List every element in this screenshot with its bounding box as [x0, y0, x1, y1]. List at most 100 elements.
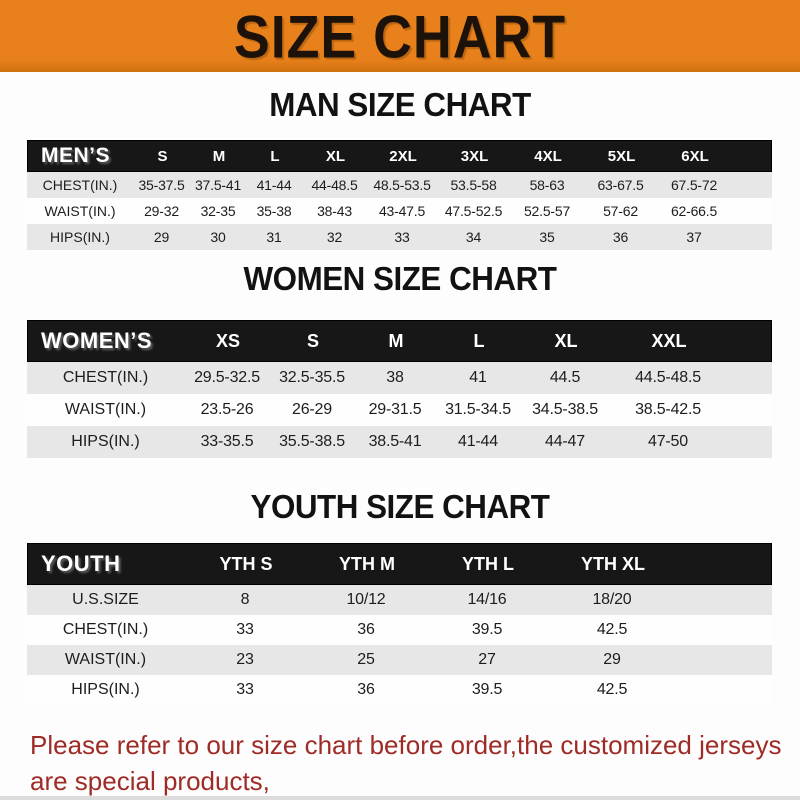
size-value-cell: 36 — [357, 621, 375, 638]
table-row: WAIST(IN.) 23 25 27 29 — [27, 645, 772, 675]
column-header: S — [306, 330, 319, 351]
size-value-cell: 44-48.5 — [311, 177, 358, 193]
banner: SIZE CHART — [0, 0, 800, 72]
column-header: YTH M — [339, 553, 395, 574]
table-header-row: MEN’S S M L XL 2XL 3XL 4XL 5XL 6XL — [27, 140, 772, 172]
size-value-cell: 41-44 — [458, 433, 498, 450]
size-value-cell: 47-50 — [648, 433, 688, 450]
row-label: WAIST(IN.) — [64, 401, 147, 418]
size-value-cell: 37.5-41 — [194, 177, 242, 193]
size-value-cell: 43-47.5 — [378, 203, 426, 219]
size-value-cell: 31 — [266, 229, 282, 245]
table-row: WAIST(IN.) 29-32 32-35 35-38 38-43 43-47.5 47.… — [27, 198, 772, 224]
size-value-cell: 47.5-52.5 — [444, 203, 503, 219]
size-value-cell: 35-38 — [256, 203, 292, 219]
table-row: CHEST(IN.) 35-37.5 37.5-41 41-44 44-48.5 48.5… — [27, 172, 772, 198]
size-value-cell: 29 — [603, 651, 621, 668]
size-value-cell: 29.5-32.5 — [194, 369, 260, 386]
size-value-cell: 36 — [357, 681, 375, 698]
row-label: HIPS(IN.) — [71, 681, 140, 698]
size-value-cell: 38-43 — [317, 203, 352, 219]
table-header-row: WOMEN’S XS S M L XL XXL — [27, 320, 772, 362]
table-row: HIPS(IN.) 33 36 39.5 42.5 — [27, 675, 772, 705]
order-note: Please refer to our size chart before or… — [30, 727, 784, 800]
size-value-cell: 29-32 — [144, 203, 179, 219]
column-header: L — [473, 330, 485, 351]
table-row: CHEST(IN.) 29.5-32.5 32.5-35.5 38 41 44.5 44.5… — [27, 362, 772, 394]
column-header: 5XL — [607, 147, 636, 165]
size-value-cell: 52.5-57 — [523, 203, 571, 219]
column-header: XL — [554, 330, 578, 351]
row-label: U.S.SIZE — [72, 591, 139, 608]
size-value-cell: 44.5-48.5 — [635, 369, 701, 386]
size-value-cell: 18/20 — [592, 591, 632, 608]
banner-title: SIZE CHART — [233, 1, 567, 71]
size-value-cell: 57-62 — [603, 203, 638, 219]
size-value-cell: 33 — [394, 229, 410, 245]
size-value-cell: 35-37.5 — [138, 177, 185, 193]
size-value-cell: 33 — [236, 681, 254, 698]
size-value-cell: 39.5 — [471, 621, 503, 638]
size-value-cell: 44-47 — [545, 433, 585, 450]
size-value-cell: 41 — [469, 369, 487, 386]
order-note-line-1: Please refer to our size chart before or… — [30, 730, 782, 796]
size-value-cell: 23 — [236, 651, 254, 668]
size-value-cell: 14/16 — [467, 591, 507, 608]
row-label: CHEST(IN.) — [42, 177, 118, 193]
column-header: XXL — [651, 330, 687, 351]
size-value-cell: 33 — [236, 621, 254, 638]
size-value-cell: 53.5-58 — [450, 177, 497, 193]
table-header-label: MEN’S — [41, 144, 111, 167]
column-header: 3XL — [460, 147, 489, 165]
table-row: HIPS(IN.) 33-35.5 35.5-38.5 38.5-41 41-44 44-… — [27, 426, 772, 458]
women-section-heading: WOMEN SIZE CHART — [243, 260, 557, 297]
size-value-cell: 62-66.5 — [670, 203, 718, 219]
column-header: M — [388, 330, 404, 351]
column-header: L — [270, 147, 280, 165]
table-header-label: YOUTH — [41, 551, 121, 576]
row-label: WAIST(IN.) — [44, 203, 116, 219]
column-header: 2XL — [389, 147, 417, 165]
column-header: YTH XL — [580, 553, 645, 574]
row-label: WAIST(IN.) — [64, 651, 147, 668]
size-value-cell: 44.5 — [549, 369, 581, 386]
size-value-cell: 42.5 — [596, 681, 628, 698]
men-size-table: MEN’S S M L XL 2XL 3XL 4XL 5XL 6XL CHEST(IN.) 35-37… — [27, 140, 772, 250]
size-value-cell: 42.5 — [596, 621, 628, 638]
row-label: CHEST(IN.) — [62, 621, 149, 638]
size-value-cell: 35 — [539, 229, 555, 245]
table-row: WAIST(IN.) 23.5-26 26-29 29-31.5 31.5-34.5 34… — [27, 394, 772, 426]
column-header: S — [157, 147, 168, 165]
size-value-cell: 35.5-38.5 — [279, 433, 345, 450]
size-value-cell: 67.5-72 — [670, 177, 718, 193]
size-value-cell: 48.5-53.5 — [373, 177, 431, 193]
size-value-cell: 8 — [240, 591, 250, 608]
size-value-cell: 34 — [465, 229, 482, 245]
size-value-cell: 41-44 — [256, 177, 292, 193]
size-value-cell: 29-31.5 — [368, 401, 422, 418]
size-value-cell: 34.5-38.5 — [532, 401, 598, 418]
column-header: M — [212, 147, 226, 165]
column-header: XS — [215, 330, 240, 351]
size-value-cell: 38.5-42.5 — [635, 401, 701, 418]
size-value-cell: 39.5 — [471, 681, 503, 698]
size-value-cell: 36 — [612, 229, 629, 245]
table-row: CHEST(IN.) 33 36 39.5 42.5 — [27, 615, 772, 645]
row-label: CHEST(IN.) — [62, 369, 149, 386]
size-value-cell: 32.5-35.5 — [279, 369, 345, 386]
women-size-table: WOMEN’S XS S M L XL XXL CHEST(IN.) 29.5-32.5 32.5… — [27, 320, 772, 458]
size-value-cell: 25 — [357, 651, 375, 668]
size-value-cell: 32 — [326, 229, 343, 245]
size-value-cell: 38 — [386, 369, 404, 386]
column-header: 6XL — [681, 147, 709, 165]
youth-size-table: YOUTH YTH S YTH M YTH L YTH XL U.S.SIZE 8 10/12… — [27, 543, 772, 705]
bottom-edge-line — [0, 796, 800, 800]
size-value-cell: 27 — [478, 651, 496, 668]
size-value-cell: 63-67.5 — [597, 177, 644, 193]
size-value-cell: 33-35.5 — [200, 433, 254, 450]
size-value-cell: 26-29 — [292, 401, 332, 418]
table-header-label: WOMEN’S — [41, 328, 153, 353]
column-header: 4XL — [534, 147, 562, 165]
table-row: HIPS(IN.) 29 30 31 32 33 34 35 36 37 — [27, 224, 772, 250]
